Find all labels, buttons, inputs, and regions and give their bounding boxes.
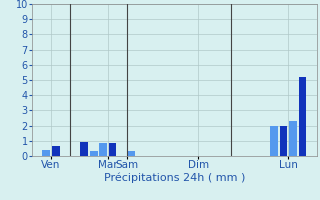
Bar bbox=[109, 143, 116, 156]
Bar bbox=[289, 121, 297, 156]
Bar bbox=[43, 150, 50, 156]
Bar bbox=[280, 126, 287, 156]
X-axis label: Précipitations 24h ( mm ): Précipitations 24h ( mm ) bbox=[104, 173, 245, 183]
Bar bbox=[90, 151, 98, 156]
Bar bbox=[100, 143, 107, 156]
Bar bbox=[128, 151, 135, 156]
Bar bbox=[299, 77, 306, 156]
Bar bbox=[80, 142, 88, 156]
Bar bbox=[270, 126, 278, 156]
Bar bbox=[52, 146, 60, 156]
